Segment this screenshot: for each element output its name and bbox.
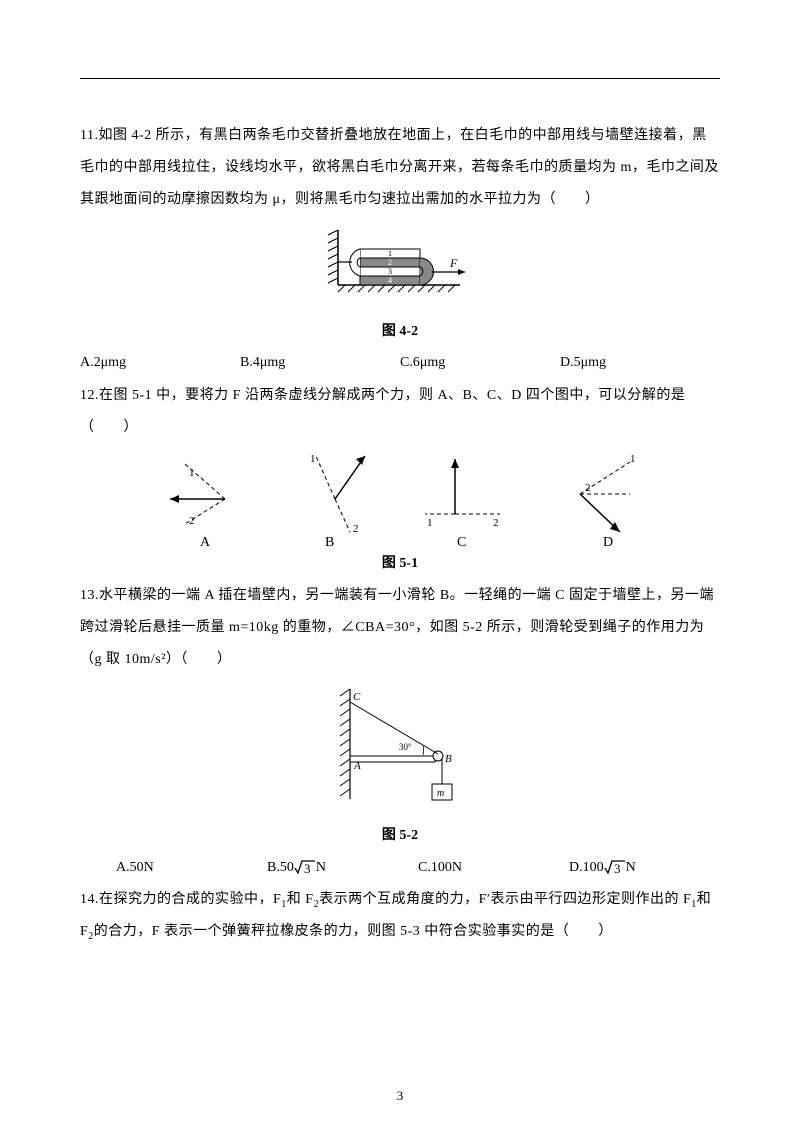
figure-5-2: C A B 30° m: [80, 684, 720, 819]
figure-4-2: 1 2 3 4 F: [80, 225, 720, 315]
q12-text: 12.在图 5-1 中，要将力 F 沿两条虚线分解成两个力，则 A、B、C、D …: [80, 380, 720, 444]
q11-opt-D: D.5μmg: [560, 347, 720, 379]
figure-5-1: 1 2 A 1 2 B 1 2 C: [80, 444, 720, 549]
label-m: m: [437, 788, 444, 799]
q13-opt-D: D.1003N: [569, 852, 720, 884]
layer-3-label: 3: [388, 267, 392, 276]
svg-text:2: 2: [189, 515, 195, 527]
force-F-label: F: [449, 256, 458, 270]
svg-text:2: 2: [585, 482, 591, 494]
layer-2-label: 2: [388, 258, 392, 267]
q13-opt-A: A.50N: [116, 852, 267, 884]
top-border: [80, 78, 720, 79]
q13-opt-C: C.100N: [418, 852, 569, 884]
layer-1-label: 1: [388, 249, 392, 258]
fig-B-label: B: [325, 535, 334, 549]
svg-text:2: 2: [493, 517, 499, 529]
svg-text:1: 1: [189, 467, 195, 479]
svg-text:1: 1: [310, 453, 316, 465]
page-content: 11.如图 4-2 所示，有黑白两条毛巾交替折叠地放在地面上，在白毛巾的中部用线…: [0, 0, 800, 989]
fig-D-label: D: [603, 535, 613, 549]
q11-options: A.2μmg B.4μmg C.6μmg D.5μmg: [80, 347, 720, 379]
q11-opt-B: B.4μmg: [240, 347, 400, 379]
label-angle: 30°: [399, 742, 412, 752]
q13-text: 13.水平横梁的一端 A 插在墙壁内，另一端装有一小滑轮 B。一轻绳的一端 C …: [80, 580, 720, 677]
page-number: 3: [0, 1088, 800, 1104]
q11-text: 11.如图 4-2 所示，有黑白两条毛巾交替折叠地放在地面上，在白毛巾的中部用线…: [80, 120, 720, 217]
fig-C-label: C: [457, 535, 466, 549]
label-B: B: [445, 753, 452, 765]
svg-text:1: 1: [630, 453, 636, 465]
q14-text: 14.在探究力的合成的实验中，F1和 F2表示两个互成角度的力，F′表示由平行四…: [80, 884, 720, 948]
q11-opt-C: C.6μmg: [400, 347, 560, 379]
fig-5-1-caption: 图 5-1: [80, 549, 720, 580]
q13-options: A.50N B.503N C.100N D.1003N: [80, 852, 720, 884]
svg-text:3: 3: [304, 861, 311, 876]
fig-4-2-caption: 图 4-2: [80, 317, 720, 348]
q11-opt-A: A.2μmg: [80, 347, 240, 379]
fig-A-label: A: [200, 535, 211, 549]
svg-text:1: 1: [427, 517, 433, 529]
svg-text:3: 3: [614, 861, 621, 876]
layer-4-label: 4: [388, 276, 392, 285]
label-C: C: [353, 691, 361, 703]
label-A: A: [353, 760, 361, 772]
fig-5-2-caption: 图 5-2: [80, 821, 720, 852]
q13-opt-B: B.503N: [267, 852, 418, 884]
svg-text:2: 2: [353, 523, 359, 535]
